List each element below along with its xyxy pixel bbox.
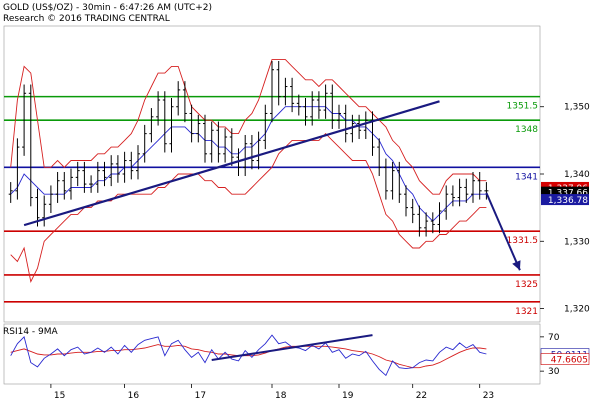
level-label-bg xyxy=(504,170,539,182)
level-label-bg xyxy=(504,234,539,246)
x-date-tick-label: 15 xyxy=(54,391,65,400)
x-date-tick-label: 19 xyxy=(342,391,354,400)
price-tag xyxy=(541,194,589,206)
price-panel: 1,320 1,330 1,340 1,350 1351.5 1348 1341 1331.5… xyxy=(3,25,590,323)
forecast-arrow-shaft xyxy=(485,192,521,271)
level-label-bg xyxy=(504,277,539,289)
chart-title: GOLD (US$/OZ) - 30min - 6:47:26 AM (UTC+… xyxy=(3,3,212,13)
price-y-tick-label: 1,320 xyxy=(564,305,590,315)
level-label: 1351.5 xyxy=(507,102,539,112)
price-tag-label: 1,336.78 xyxy=(548,196,588,206)
level-label: 1341 xyxy=(515,172,538,182)
moving-average-line xyxy=(10,106,487,222)
level-label: 1325 xyxy=(515,280,538,290)
level-label-bg xyxy=(504,123,539,135)
x-date-tick-label: 17 xyxy=(195,391,206,400)
rsi-y-tick-label: 30 xyxy=(548,367,560,377)
level-label: 1331.5 xyxy=(507,236,539,246)
x-date-tick-label: 23 xyxy=(483,391,494,400)
level-label-bg xyxy=(504,99,539,111)
price-tag xyxy=(541,186,589,198)
level-label-bg xyxy=(504,304,539,316)
level-label: 1348 xyxy=(515,125,538,135)
price-y-tick-label: 1,340 xyxy=(564,170,590,180)
rsi-tag-label: 47.6605 xyxy=(551,356,588,366)
x-date-tick-label: 18 xyxy=(275,391,287,400)
level-label: 1321 xyxy=(515,307,538,317)
chart-subtitle: Research © 2016 TRADING CENTRAL xyxy=(3,14,170,24)
x-date-tick-label: 22 xyxy=(416,391,427,400)
forecast-arrow-head xyxy=(512,260,521,271)
rsi-trendline xyxy=(211,334,373,361)
x-date-tick-label: 16 xyxy=(128,391,140,400)
bollinger-upper-line xyxy=(10,59,487,195)
rsi-tag xyxy=(540,353,590,365)
support-trendline xyxy=(23,100,440,227)
price-y-tick-label: 1,350 xyxy=(564,103,590,113)
price-y-tick-label: 1,330 xyxy=(564,237,590,247)
price-tag-label: 1,337.66 xyxy=(548,189,588,199)
bollinger-lower-line xyxy=(10,132,487,283)
rsi-y-tick-label: 70 xyxy=(548,333,560,343)
rsi-panel-label: RSI14 - 9MA xyxy=(3,327,59,337)
